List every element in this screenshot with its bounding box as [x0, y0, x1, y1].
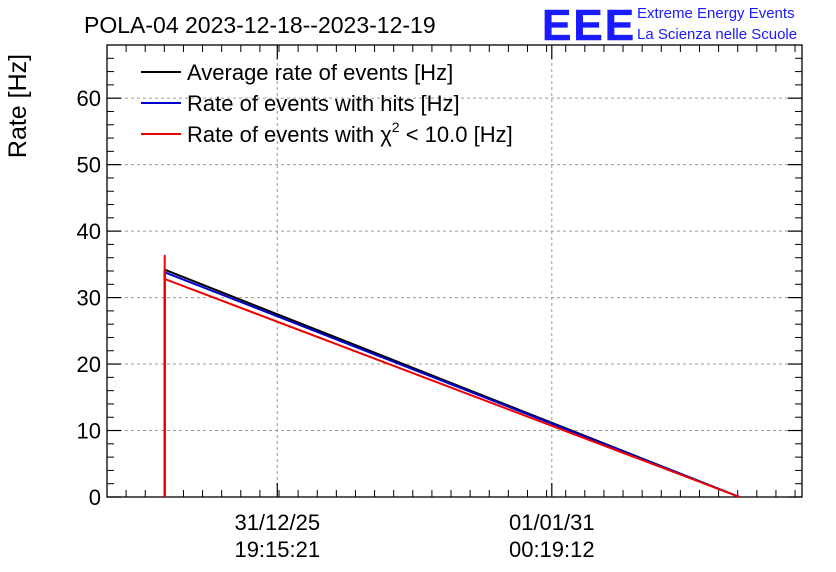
- y-tick-label: 40: [77, 219, 101, 244]
- eee-logo-icon: EEE: [542, 1, 636, 50]
- logo-subtitle-2: La Scienza nelle Scuole: [637, 26, 797, 43]
- y-tick-label: 20: [77, 352, 101, 377]
- legend-label-chi2-sup: 2: [392, 119, 400, 135]
- legend-label-average: Average rate of events [Hz]: [187, 60, 453, 85]
- legend-label-chi2-post: < 10.0 [Hz]: [400, 122, 513, 147]
- y-axis-label: Rate [Hz]: [4, 54, 32, 158]
- legend-label-hits: Rate of events with hits [Hz]: [187, 91, 460, 116]
- series-layer: [163, 254, 740, 498]
- legend: Average rate of events [Hz] Rate of even…: [141, 60, 513, 147]
- y-tick-label: 10: [77, 419, 101, 444]
- grid-layer: [107, 45, 802, 497]
- x-tick-label-date: 31/12/25: [234, 510, 320, 535]
- y-tick-label: 0: [89, 485, 101, 510]
- logo-subtitle-1: Extreme Energy Events: [637, 5, 795, 22]
- y-tick-label: 50: [77, 153, 101, 178]
- y-tick-label: 60: [77, 86, 101, 111]
- x-tick-label-time: 00:19:12: [509, 537, 595, 562]
- chart-title: POLA-04 2023-12-18--2023-12-19: [84, 12, 436, 38]
- legend-label-chi2-pre: Rate of events with: [187, 122, 380, 147]
- legend-label-chi2-chi: χ: [380, 122, 392, 147]
- y-tick-label: 30: [77, 286, 101, 311]
- legend-label-chi2: Rate of events with χ2 < 10.0 [Hz]: [187, 119, 513, 147]
- series-line-chi2: [163, 254, 740, 498]
- x-tick-label-time: 19:15:21: [234, 537, 320, 562]
- x-tick-label-date: 01/01/31: [509, 510, 595, 535]
